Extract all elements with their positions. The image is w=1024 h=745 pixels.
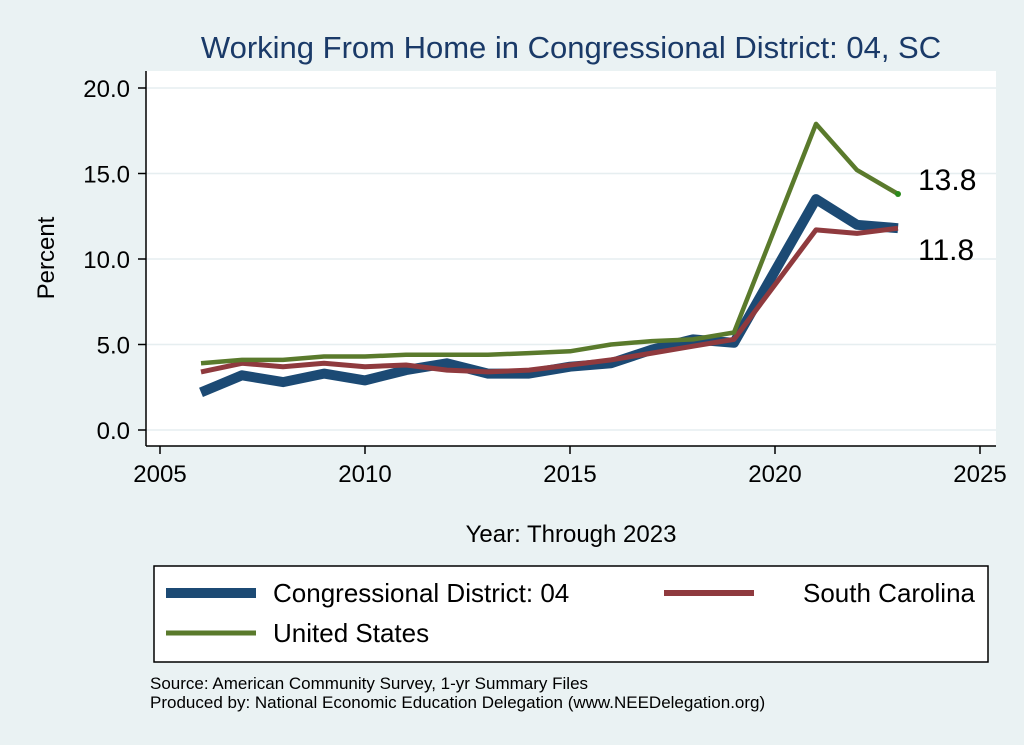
x-tick-label: 2025 <box>953 461 1006 488</box>
legend: Congressional District: 04 South Carolin… <box>153 565 989 663</box>
legend-label-south-carolina: South Carolina <box>803 578 976 608</box>
y-tick-label: 5.0 <box>97 333 130 360</box>
end-labels: 13.8 11.8 <box>895 164 976 267</box>
series-line-united-states <box>200 121 900 366</box>
producer-note: Produced by: National Economic Education… <box>150 693 765 712</box>
y-ticks: 0.0 5.0 10.0 15.0 20.0 <box>83 76 146 445</box>
x-tick-label: 2015 <box>543 461 596 488</box>
end-label: 13.8 <box>918 164 976 197</box>
series-lines <box>199 121 900 398</box>
x-tick-label: 2010 <box>338 461 391 488</box>
series-line-south-carolina <box>200 225 899 375</box>
legend-label-united-states: United States <box>273 618 429 648</box>
x-ticks: 2005 2010 2015 2020 2025 <box>133 446 1007 488</box>
y-axis-label: Percent <box>33 216 60 299</box>
x-tick-label: 2020 <box>748 461 801 488</box>
y-tick-label: 10.0 <box>83 247 130 274</box>
y-tick-label: 15.0 <box>83 162 130 189</box>
chart-title: Working From Home in Congressional Distr… <box>201 30 941 65</box>
series-line-congressional-district-04 <box>199 194 899 398</box>
x-axis-label: Year: Through 2023 <box>466 521 677 548</box>
end-label: 11.8 <box>918 234 974 267</box>
legend-box <box>153 565 989 663</box>
y-tick-label: 0.0 <box>97 418 130 445</box>
y-tick-label: 20.0 <box>83 76 130 103</box>
gridlines <box>146 87 996 431</box>
source-note: Source: American Community Survey, 1-yr … <box>150 674 588 693</box>
legend-label-district: Congressional District: 04 <box>273 578 569 608</box>
x-tick-label: 2005 <box>133 461 186 488</box>
endpoint-marker-united-states <box>895 191 901 198</box>
